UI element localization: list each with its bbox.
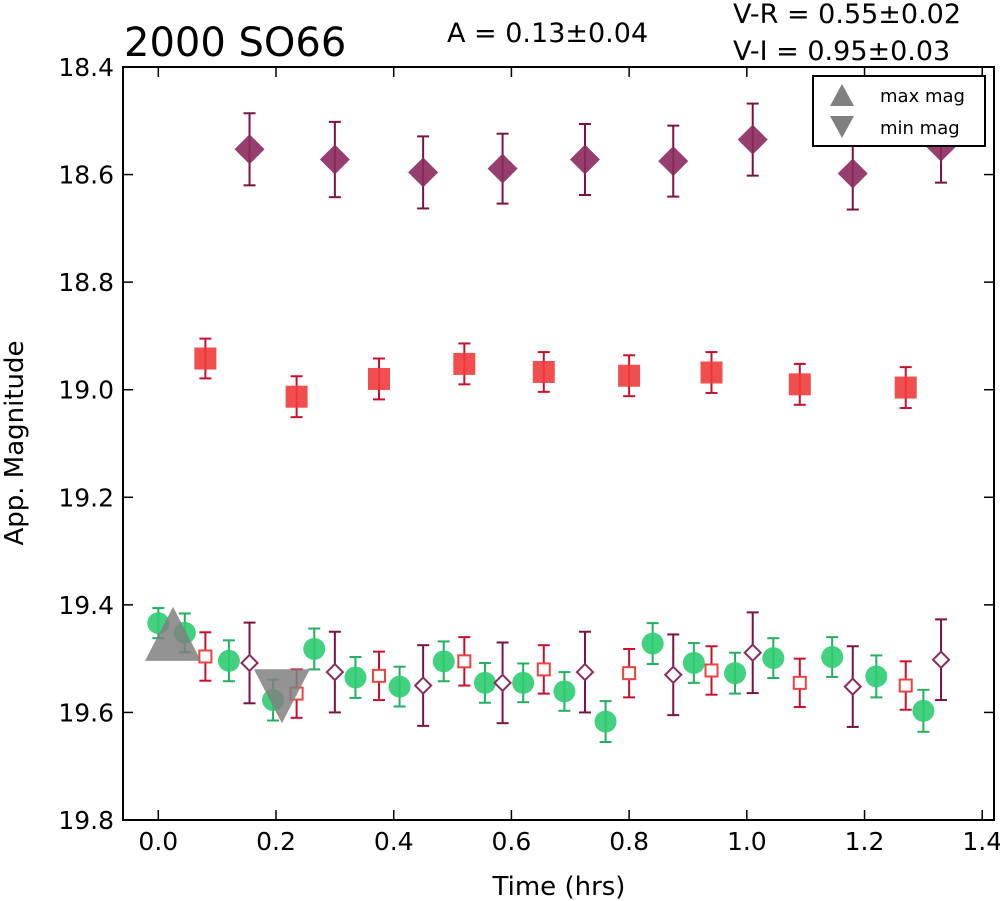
data-point <box>536 662 551 677</box>
data-point <box>553 680 576 703</box>
data-point <box>724 662 747 685</box>
data-point <box>487 153 518 184</box>
data-point <box>704 663 719 678</box>
data-point <box>368 367 391 390</box>
data-point <box>408 157 439 188</box>
data-point <box>843 677 863 697</box>
data-point <box>569 144 600 175</box>
plot-frame <box>122 66 995 821</box>
x-tick-label: 0.8 <box>609 827 649 856</box>
data-point <box>737 124 768 155</box>
x-tick-label: 0.6 <box>492 827 532 856</box>
legend-min-marker <box>830 116 854 138</box>
data-point <box>618 364 641 387</box>
data-point <box>234 134 265 165</box>
data-point <box>388 675 411 698</box>
data-point <box>325 662 345 682</box>
y-tick-label: 18.6 <box>58 161 114 190</box>
x-tick-label: 0.4 <box>374 827 414 856</box>
y-tick-label: 19.4 <box>58 591 114 620</box>
axes: 0.0 0.2 0.4 0.6 0.8 1.0 1.2 1.4 18.4 18.6 18.8 19.0… <box>58 53 1000 856</box>
legend-max-marker <box>830 84 854 106</box>
y-axis-label: App. Magnitude <box>0 340 30 545</box>
data-point <box>473 671 496 694</box>
data-point <box>240 653 259 673</box>
data-point <box>865 665 888 688</box>
data-point <box>743 643 763 663</box>
y-tick-label: 19.2 <box>58 483 114 512</box>
v-i-annotation: V-I = 0.95±0.03 <box>733 36 950 67</box>
data-point <box>663 665 683 685</box>
data-point <box>658 146 689 177</box>
data-point <box>792 675 807 690</box>
data-point <box>594 710 617 733</box>
max-mag-marker <box>145 606 202 661</box>
x-tick-label: 1.4 <box>962 827 1000 856</box>
data-point <box>198 649 213 664</box>
chart-title: 2000 SO66 <box>124 20 346 66</box>
data-point <box>622 666 637 681</box>
data-point <box>894 376 917 399</box>
x-tick-label: 1.0 <box>727 827 767 856</box>
data-point <box>303 637 326 660</box>
legend: max mag min mag <box>812 75 986 147</box>
legend-min-label: min mag <box>880 118 960 139</box>
series-i-band-corrected <box>240 611 951 728</box>
data-point <box>432 650 455 673</box>
amplitude-annotation: A = 0.13±0.04 <box>447 18 648 49</box>
series-r-band-corrected <box>198 631 913 719</box>
x-tick-label: 1.2 <box>845 827 885 856</box>
data-point <box>372 668 387 683</box>
series-r-band <box>194 337 917 419</box>
data-point <box>194 347 217 370</box>
data-point <box>285 385 308 408</box>
min-mag-marker <box>253 669 310 724</box>
data-point <box>837 158 868 189</box>
data-point <box>217 649 240 672</box>
data-point <box>457 654 472 669</box>
x-tick-label: 0.0 <box>138 827 178 856</box>
data-point <box>319 144 350 175</box>
data-point <box>575 662 595 682</box>
data-point <box>788 373 811 396</box>
data-point <box>532 360 555 383</box>
y-tick-label: 19.6 <box>58 698 114 727</box>
data-point <box>413 676 433 695</box>
data-point <box>898 678 913 693</box>
y-tick-label: 19.8 <box>58 806 114 835</box>
data-point <box>512 671 535 694</box>
y-tick-label: 19.0 <box>58 376 114 405</box>
data-point <box>493 673 513 693</box>
data-point <box>700 361 723 384</box>
x-axis-label: Time (hrs) <box>492 872 626 901</box>
y-tick-label: 18.4 <box>58 53 114 82</box>
data-point <box>762 647 785 670</box>
x-tick-label: 0.2 <box>256 827 296 856</box>
data-point <box>931 650 951 670</box>
legend-max-label: max mag <box>880 86 965 107</box>
v-r-annotation: V-R = 0.55±0.02 <box>733 0 961 30</box>
data-point <box>641 632 664 655</box>
data-point <box>344 666 367 689</box>
data-point <box>821 646 844 669</box>
data-point <box>453 352 476 375</box>
data-point <box>912 699 935 722</box>
data-point <box>682 651 705 674</box>
plot-marks <box>145 102 957 744</box>
y-tick-label: 18.8 <box>58 268 114 297</box>
